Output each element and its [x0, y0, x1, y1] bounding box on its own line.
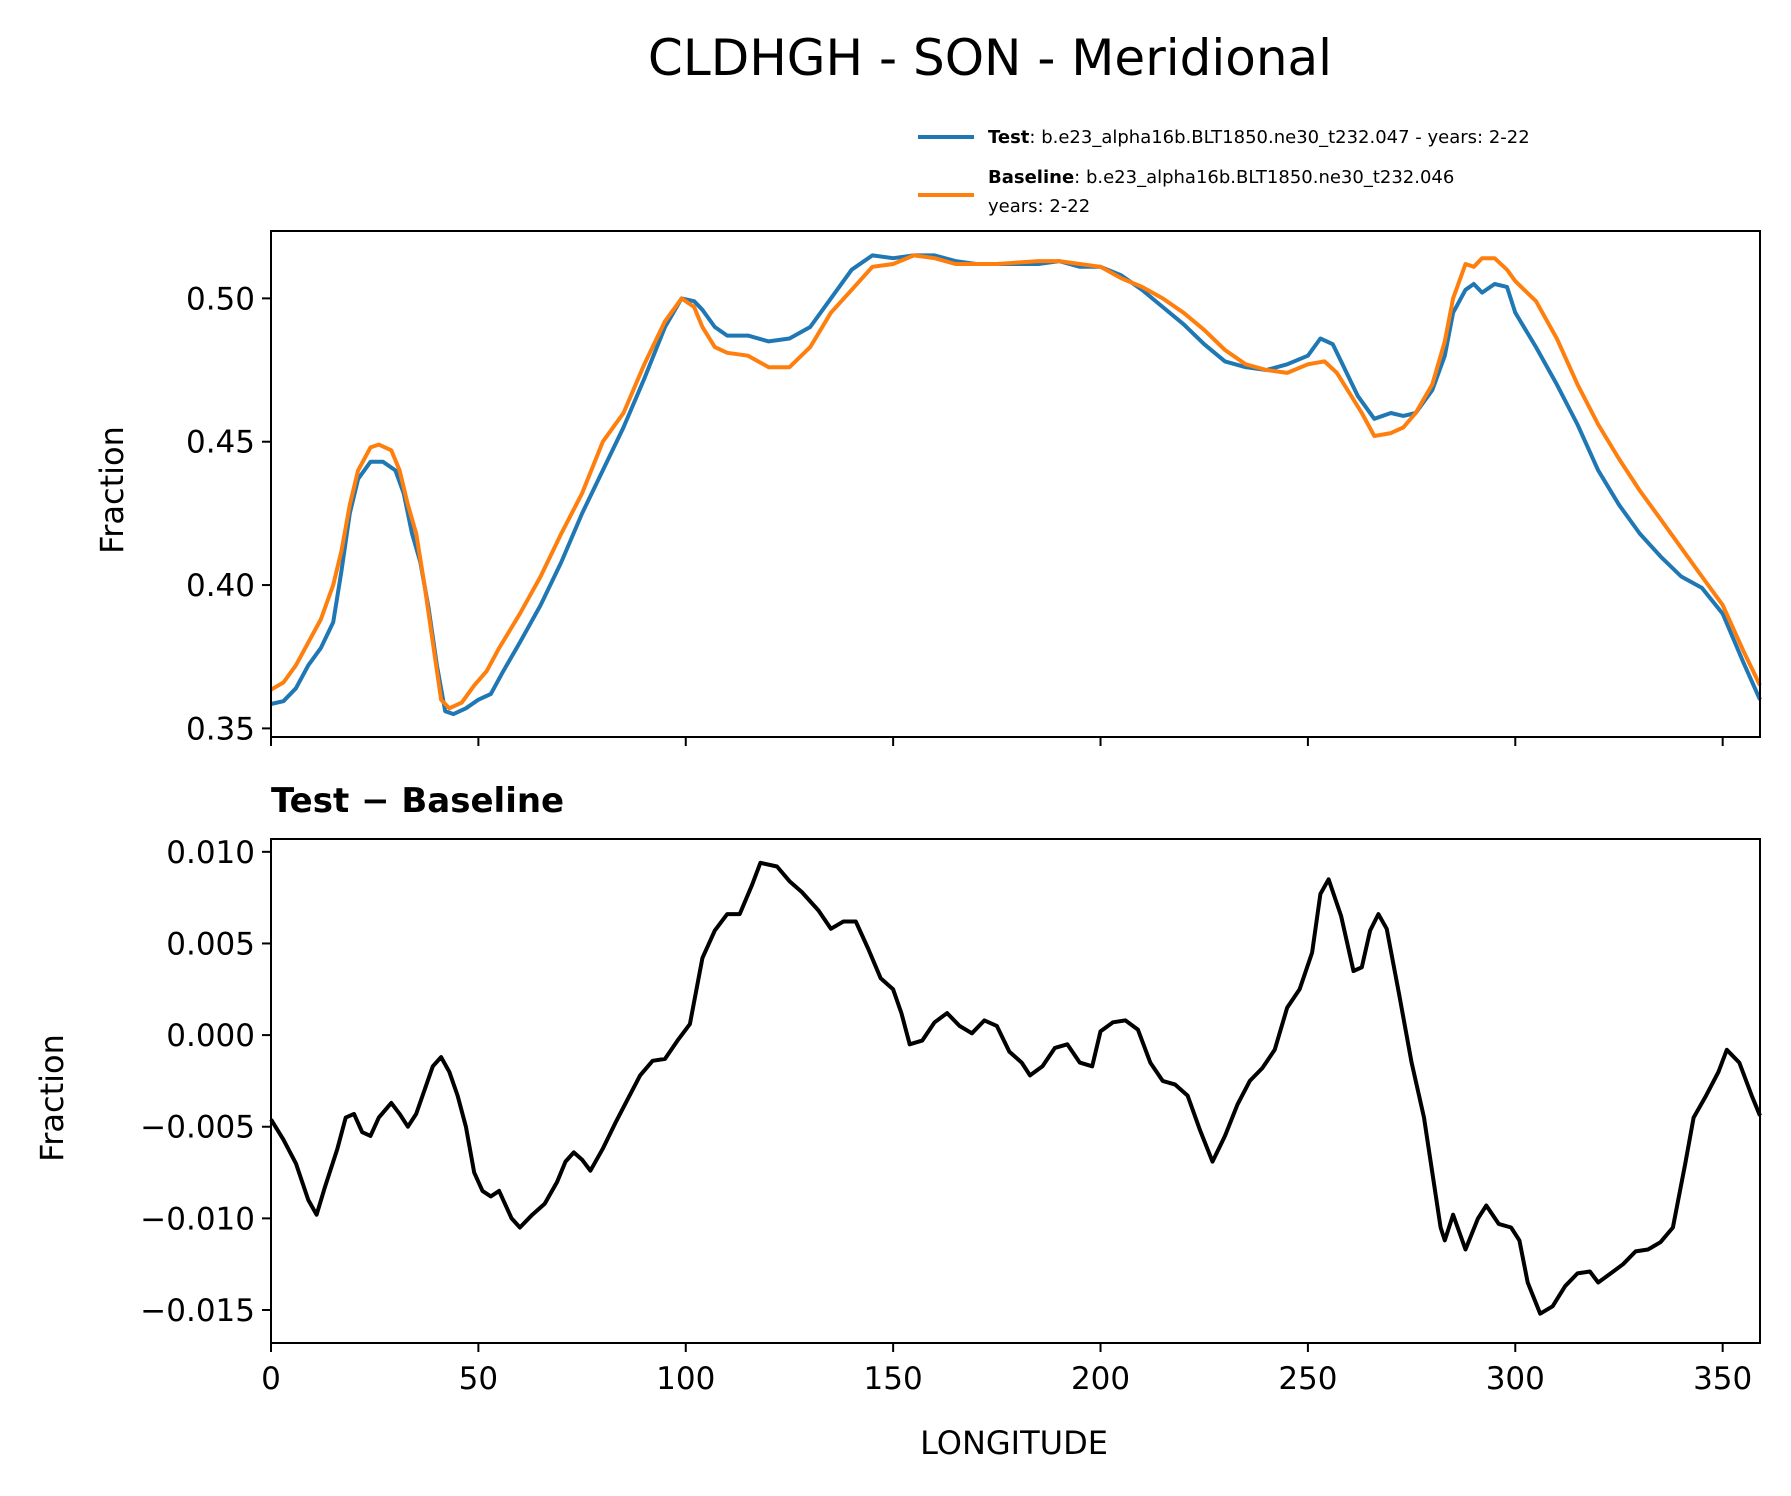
bottom-series-line-difference — [269, 860, 1762, 1316]
bottom-subtitle: Test − Baseline — [271, 781, 564, 821]
bottom-x-tick-label: 300 — [1486, 1361, 1545, 1397]
top-y-tick-label: 0.35 — [186, 711, 255, 747]
bottom-y-tick-label: −0.015 — [140, 1293, 255, 1329]
legend-label-test-bold: Test — [988, 127, 1030, 148]
top-series-line-test — [270, 253, 1762, 717]
bottom-y-tick-label: −0.010 — [140, 1201, 255, 1237]
top-y-axis-label: Fraction — [93, 426, 131, 554]
top-y-tick-label: 0.50 — [186, 281, 255, 317]
bottom-x-tick-label: 100 — [656, 1361, 715, 1397]
legend-label-test: Test: b.e23_alpha16b.BLT1850.ne30_t232.0… — [988, 127, 1530, 148]
top-y-tick-label: 0.45 — [186, 425, 255, 461]
chart-title: CLDHGH - SON - Meridional — [648, 29, 1332, 87]
bottom-x-tick-label: 250 — [1278, 1361, 1337, 1397]
bottom-x-tick-label: 200 — [1071, 1361, 1130, 1397]
top-series-line-baseline — [269, 253, 1762, 711]
legend: Test: b.e23_alpha16b.BLT1850.ne30_t232.0… — [918, 127, 1530, 217]
bottom-x-tick-label: 350 — [1693, 1361, 1752, 1397]
x-axis-label: LONGITUDE — [920, 1424, 1108, 1462]
bottom-x-tick-label: 0 — [261, 1361, 281, 1397]
bottom-y-axis-label: Fraction — [33, 1034, 71, 1162]
bottom-y-tick-label: 0.000 — [166, 1018, 255, 1054]
bottom-plot-frame — [270, 838, 1761, 1344]
bottom-y-tick-label: −0.005 — [140, 1110, 255, 1146]
bottom-x-tick-label: 50 — [459, 1361, 498, 1397]
legend-label-baseline: Baseline: b.e23_alpha16b.BLT1850.ne30_t2… — [988, 167, 1454, 188]
top-y-tick-label: 0.40 — [186, 568, 255, 604]
bottom-y-tick-label: 0.010 — [166, 835, 255, 871]
top-axes: 0.35 0.40 0.45 0.50 — [186, 230, 1762, 747]
legend-label-baseline-line2: years: 2-22 — [988, 196, 1090, 217]
top-plot-frame — [270, 230, 1761, 738]
bottom-x-tick-label: 150 — [864, 1361, 923, 1397]
legend-label-baseline-bold: Baseline — [988, 167, 1074, 188]
legend-label-baseline-rest: : b.e23_alpha16b.BLT1850.ne30_t232.046 — [1074, 167, 1454, 188]
legend-label-test-rest: : b.e23_alpha16b.BLT1850.ne30_t232.047 -… — [1029, 127, 1529, 148]
bottom-y-tick-label: 0.005 — [166, 926, 255, 962]
